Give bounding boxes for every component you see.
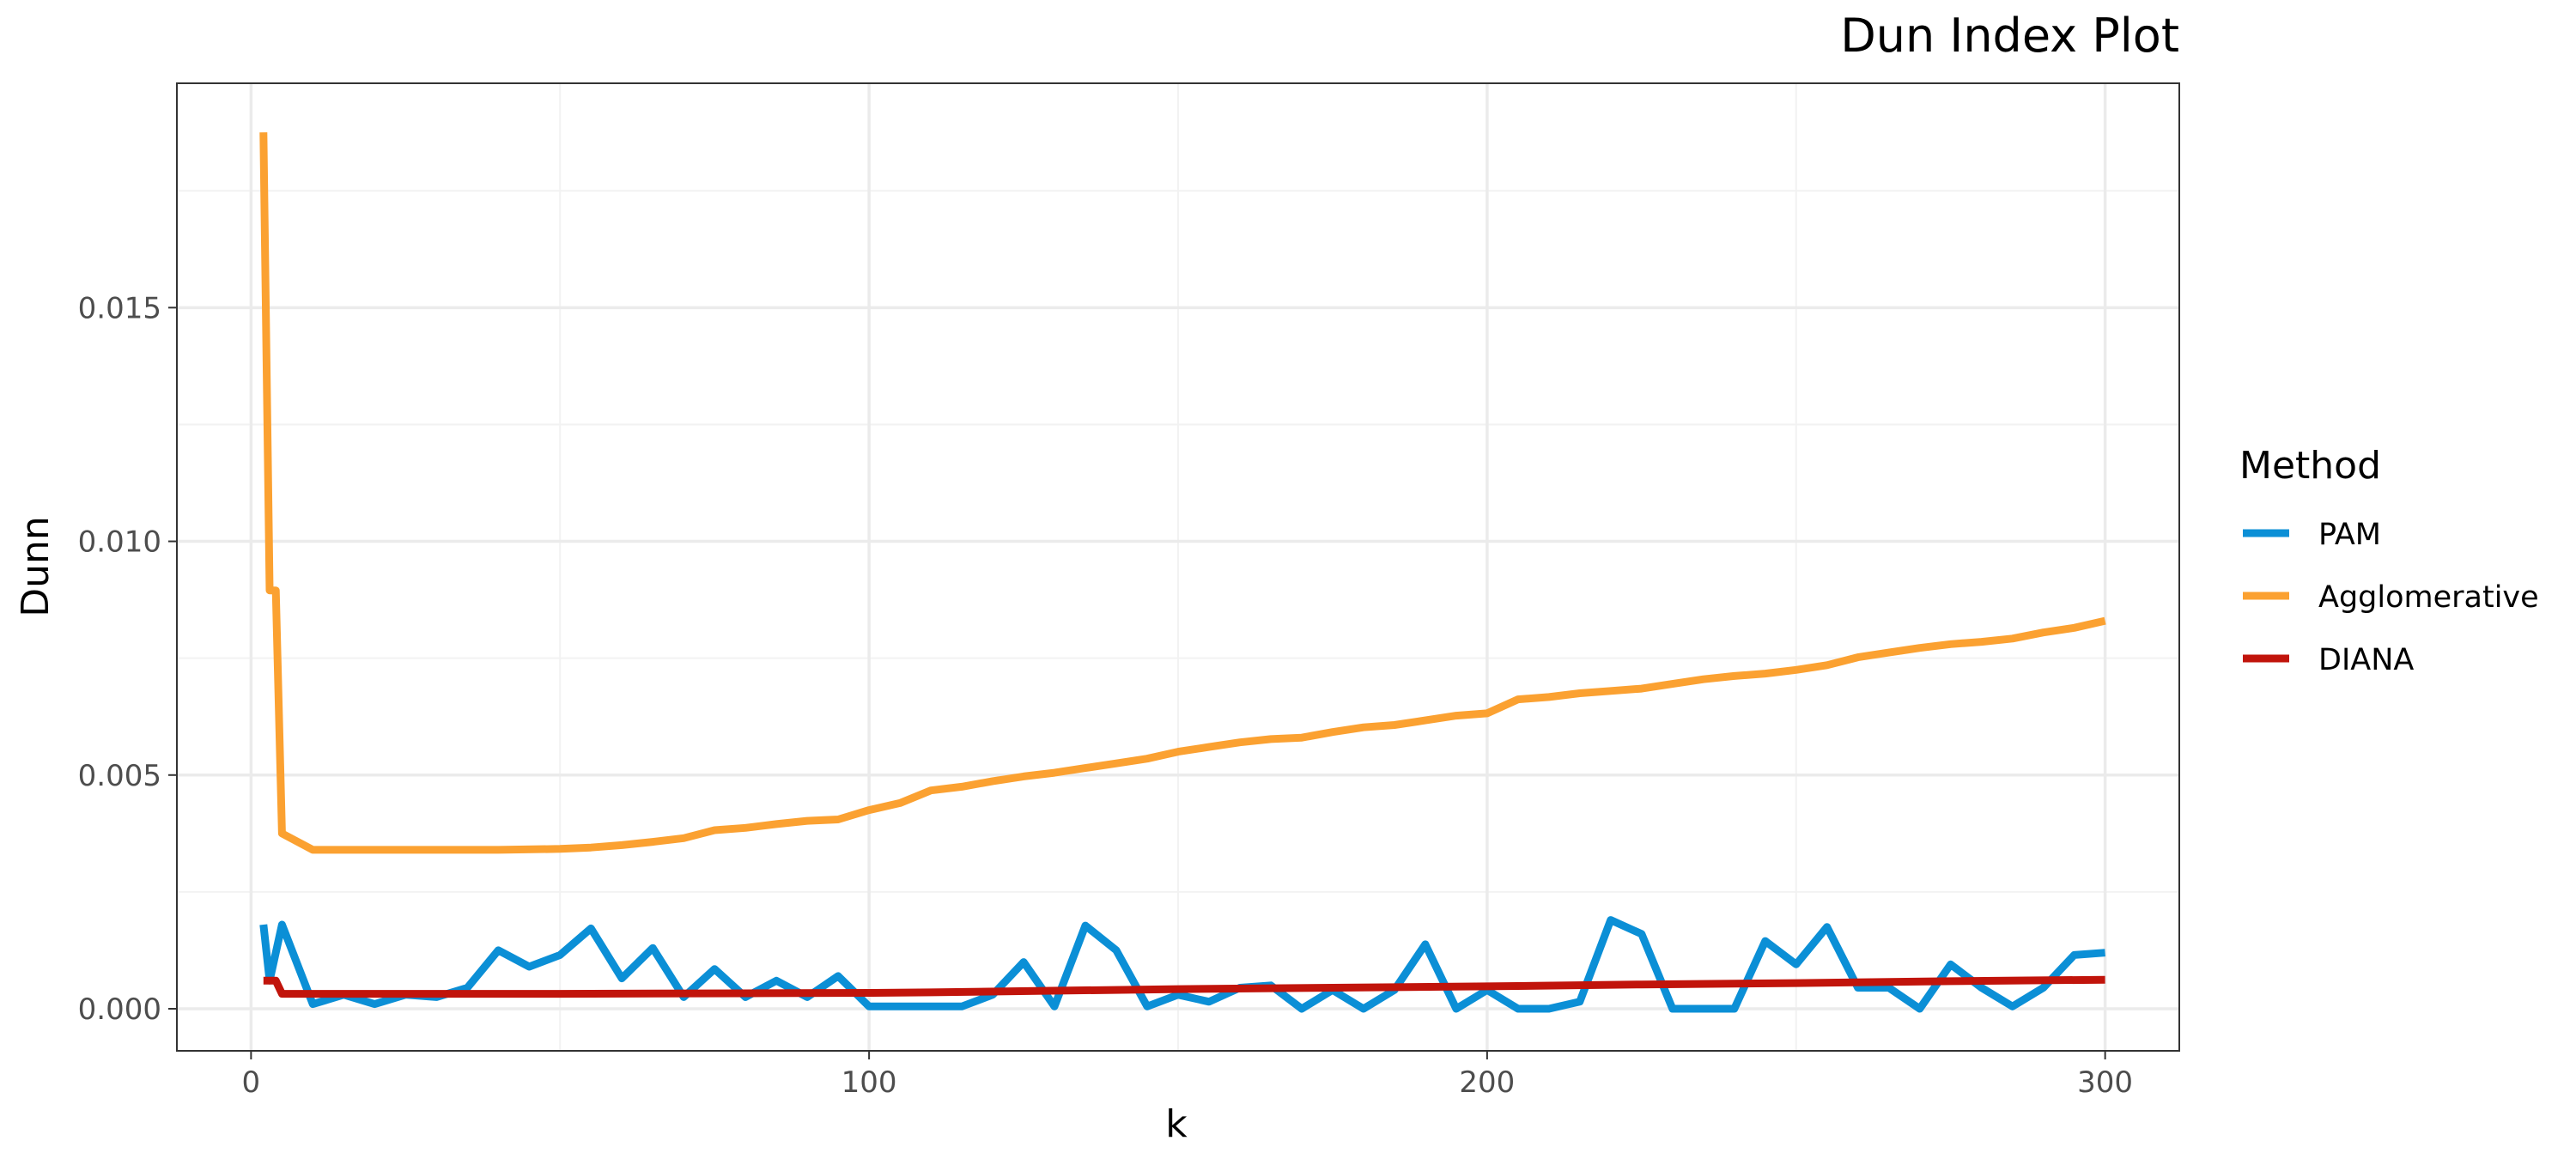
legend-label-diana: DIANA <box>2318 643 2414 677</box>
panel-frame <box>176 82 2180 1052</box>
y-tick-label: 0.015 <box>78 291 161 325</box>
y-tick-label: 0.005 <box>78 759 161 793</box>
chart-title: Dun Index Plot <box>1840 9 2179 63</box>
series-line-agglomerative <box>259 132 2106 854</box>
x-tick-label: 200 <box>1459 1065 1515 1100</box>
panel-border <box>176 82 2180 1052</box>
legend-label-agglomerative: Agglomerative <box>2318 580 2539 615</box>
y-tick-label: 0.010 <box>78 525 161 560</box>
series-lines <box>259 132 2106 1013</box>
axis-ticks: 0 100 200 300 0.000 0.005 0.010 0.015 <box>78 291 2133 1100</box>
x-axis-title: k <box>1165 1102 1188 1146</box>
y-tick-label: 0.000 <box>78 992 161 1027</box>
legend: PAM Agglomerative DIANA <box>2243 518 2539 677</box>
x-tick-label: 0 <box>242 1065 261 1100</box>
grid-lines <box>177 83 2179 1051</box>
y-axis-title: Dunn <box>14 516 58 617</box>
x-tick-label: 300 <box>2077 1065 2133 1100</box>
legend-label-pam: PAM <box>2318 518 2381 552</box>
series-line-diana <box>263 975 2105 998</box>
legend-title: Method <box>2239 444 2381 488</box>
x-tick-label: 100 <box>841 1065 897 1100</box>
series-line-pam <box>259 916 2105 1013</box>
